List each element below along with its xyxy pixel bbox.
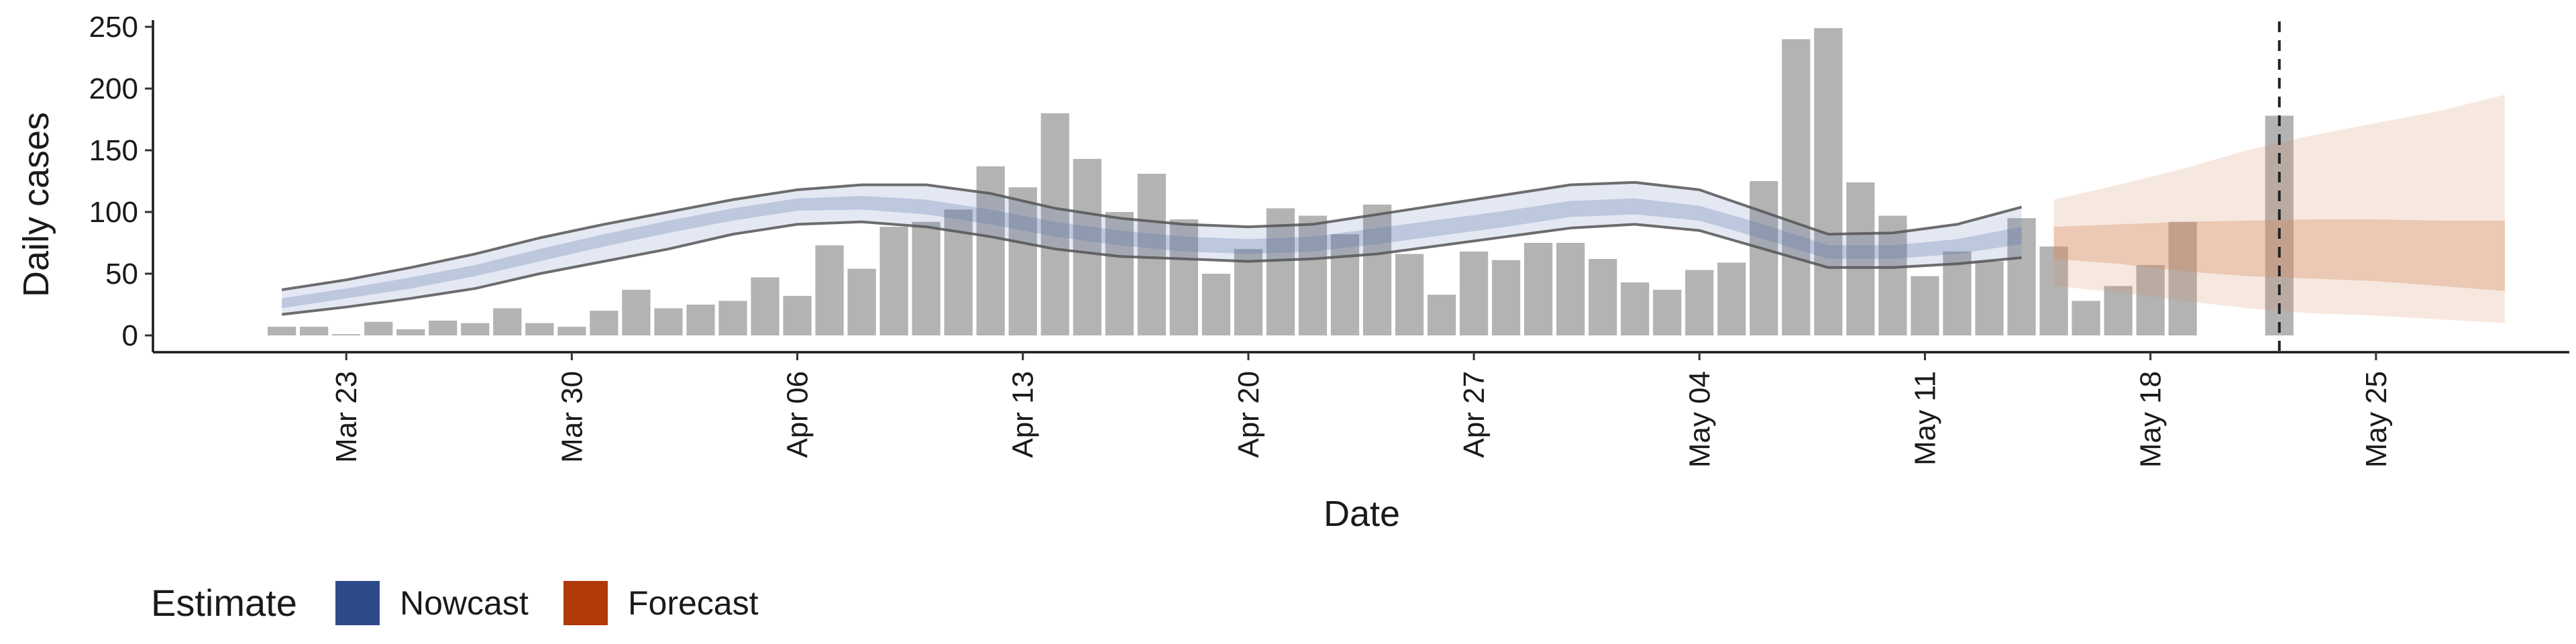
bar-54 bbox=[2007, 218, 2036, 335]
x-tick-label-8: May 18 bbox=[2135, 371, 2167, 468]
bar-53 bbox=[1975, 261, 2004, 335]
bar-48 bbox=[1814, 28, 1843, 336]
bar-59 bbox=[2168, 221, 2197, 335]
bar-30 bbox=[1234, 249, 1263, 335]
bar-15 bbox=[751, 277, 780, 335]
bar-42 bbox=[1621, 282, 1650, 335]
bar-19 bbox=[879, 227, 908, 335]
bar-14 bbox=[718, 301, 747, 335]
bar-13 bbox=[686, 305, 715, 335]
x-tick-label-0: Mar 23 bbox=[330, 371, 363, 463]
bar-44 bbox=[1685, 270, 1714, 335]
bar-31 bbox=[1266, 208, 1295, 335]
bar-57 bbox=[2104, 286, 2133, 335]
y-tick-label-150: 150 bbox=[89, 134, 138, 167]
x-tick-label-5: Apr 27 bbox=[1458, 371, 1491, 458]
bar-0 bbox=[267, 327, 297, 335]
bar-6 bbox=[461, 323, 490, 335]
bar-10 bbox=[590, 311, 619, 335]
nowcast-lower-line bbox=[281, 220, 2022, 316]
bar-35 bbox=[1395, 254, 1424, 335]
x-tick-label-4: Apr 20 bbox=[1232, 371, 1265, 458]
bar-27 bbox=[1137, 173, 1166, 335]
bar-26 bbox=[1105, 212, 1134, 335]
bar-51 bbox=[1911, 276, 1939, 335]
axes: 0 50 100 150 200 250 Mar 23 Mar 30 Apr 06 Apr 13 A… bbox=[89, 11, 2569, 468]
bar-47 bbox=[1782, 39, 1811, 336]
bar-50 bbox=[1878, 215, 1907, 335]
bar-28 bbox=[1169, 219, 1198, 335]
x-tick-label-7: May 11 bbox=[1909, 371, 1941, 466]
legend-swatch-forecast bbox=[564, 581, 608, 625]
bar-25 bbox=[1073, 158, 1102, 335]
bar-3 bbox=[364, 321, 393, 335]
bar-33 bbox=[1330, 234, 1360, 335]
bar-20 bbox=[912, 221, 941, 335]
forecast-outer-band bbox=[2053, 95, 2505, 323]
bar-40 bbox=[1556, 243, 1585, 335]
y-tick-label-100: 100 bbox=[89, 196, 138, 229]
bar-12 bbox=[654, 308, 683, 335]
bar-23 bbox=[1008, 187, 1037, 335]
bar-4 bbox=[396, 329, 425, 335]
legend-title: Estimate bbox=[151, 582, 297, 624]
bar-49 bbox=[1846, 182, 1875, 335]
bar-36 bbox=[1427, 294, 1456, 335]
legend: Estimate Nowcast Forecast bbox=[151, 581, 759, 625]
nowcast-outer-band bbox=[282, 182, 2022, 315]
x-tick-label-6: May 04 bbox=[1683, 371, 1716, 468]
x-tick-label-2: Apr 06 bbox=[782, 371, 814, 458]
bar-39 bbox=[1524, 243, 1553, 335]
bar-45 bbox=[1717, 262, 1746, 335]
bar-43 bbox=[1653, 289, 1682, 335]
bar-29 bbox=[1201, 274, 1231, 335]
bar-17 bbox=[815, 245, 844, 335]
forecast-day-bar bbox=[2265, 115, 2294, 336]
bar-24 bbox=[1040, 113, 1069, 336]
bar-38 bbox=[1491, 260, 1521, 335]
bar-46 bbox=[1750, 181, 1778, 335]
y-tick-label-200: 200 bbox=[89, 72, 138, 105]
bar-56 bbox=[2072, 301, 2100, 335]
plot-area bbox=[267, 21, 2505, 351]
x-tick-label-3: Apr 13 bbox=[1007, 371, 1040, 458]
y-tick-label-250: 250 bbox=[89, 11, 138, 44]
bar-37 bbox=[1459, 251, 1489, 335]
bar-58 bbox=[2136, 265, 2165, 335]
bar-16 bbox=[783, 296, 812, 335]
bar-2 bbox=[332, 334, 361, 335]
nowcast-upper-line bbox=[281, 180, 2023, 291]
bar-34 bbox=[1362, 204, 1392, 335]
x-tick-label-1: Mar 30 bbox=[555, 371, 588, 463]
bar-9 bbox=[557, 327, 586, 335]
bar-8 bbox=[525, 323, 554, 335]
bar-7 bbox=[493, 308, 522, 335]
bar-1 bbox=[300, 327, 329, 335]
x-axis-title: Date bbox=[1324, 494, 1400, 534]
y-axis-title: Daily cases bbox=[16, 112, 56, 297]
legend-label-nowcast: Nowcast bbox=[400, 584, 529, 622]
legend-label-forecast: Forecast bbox=[628, 584, 759, 622]
bar-55 bbox=[2039, 246, 2068, 335]
bar-32 bbox=[1298, 215, 1328, 335]
bar-18 bbox=[847, 268, 876, 335]
y-tick-label-0: 0 bbox=[122, 319, 138, 352]
x-tick-label-9: May 25 bbox=[2360, 371, 2393, 468]
bar-5 bbox=[429, 320, 458, 335]
bar-41 bbox=[1589, 258, 1617, 335]
legend-swatch-nowcast bbox=[335, 581, 380, 625]
bar-11 bbox=[622, 289, 651, 335]
y-tick-label-50: 50 bbox=[105, 258, 138, 290]
